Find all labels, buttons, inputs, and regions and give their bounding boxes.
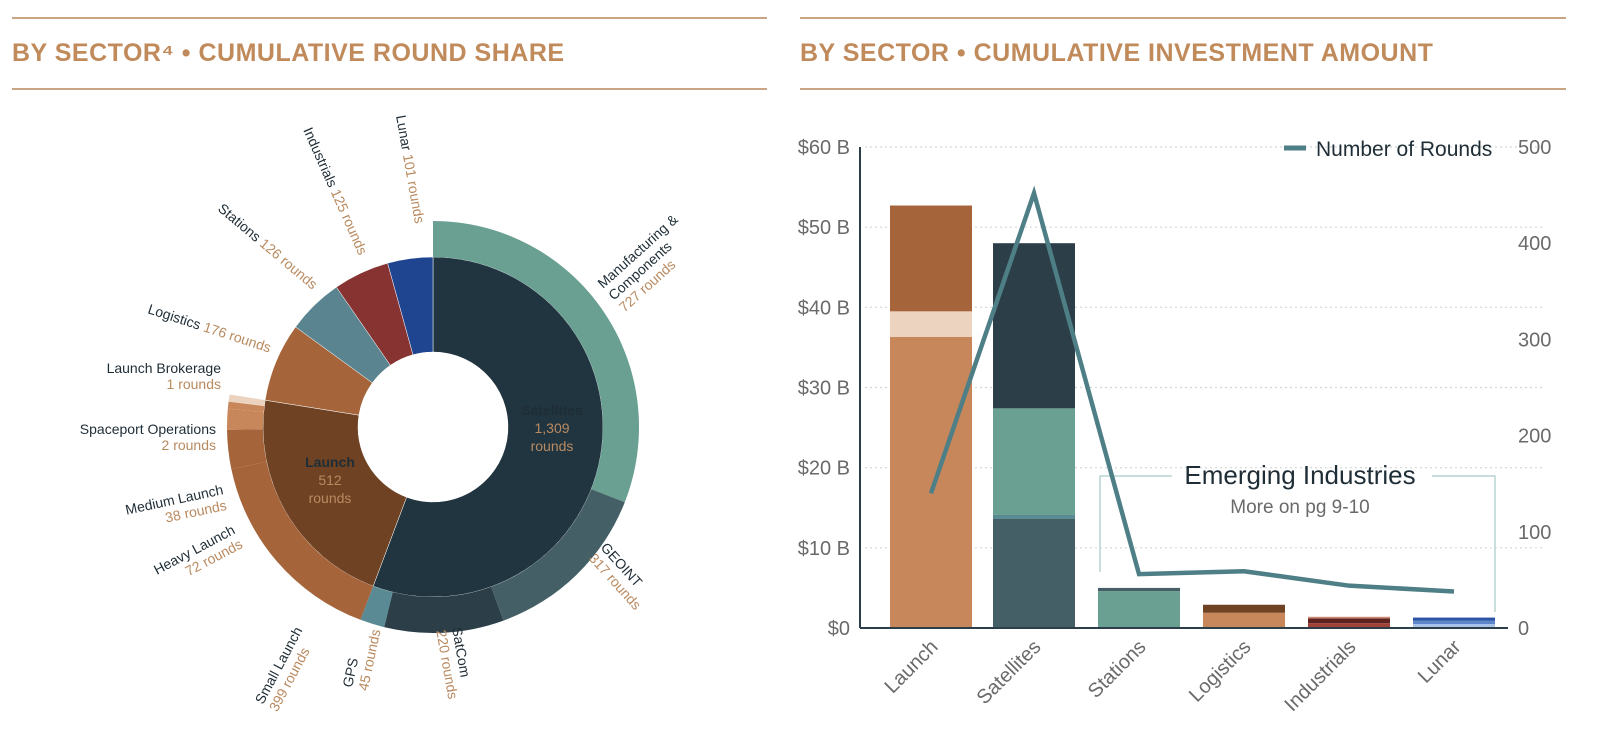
annotation-subtitle: More on pg 9-10 — [1230, 497, 1369, 518]
y-left-tick-label: $10 B — [798, 538, 850, 560]
sunburst-outer-small-launch — [231, 461, 374, 620]
right-section-header: BY SECTOR • CUMULATIVE INVESTMENT AMOUNT — [800, 17, 1566, 90]
x-tick-label: Industrials — [1281, 636, 1361, 716]
bar-segment-launch — [890, 205, 972, 312]
sunburst-outer-medium-launch — [227, 408, 264, 430]
y-right-tick-label: 400 — [1518, 233, 1551, 255]
bar-segment-logistics — [1203, 612, 1285, 628]
satellites-center-label: Satellites 1,309 rounds — [521, 402, 583, 454]
bar-segment-stations — [1098, 591, 1180, 628]
y-right-tick-label: 200 — [1518, 426, 1551, 448]
sunburst-chart: Satellites 1,309 rounds Launch 512 rounds Luna… — [80, 114, 681, 714]
bar-segment-satellites — [993, 514, 1075, 519]
label-name: Launch Brokerage — [107, 360, 222, 376]
y-left-tick-label: $20 B — [798, 458, 850, 480]
x-tick-label: Launch — [881, 636, 943, 698]
bar-segment-satellites — [993, 408, 1075, 515]
bar-segment-industrials — [1308, 618, 1390, 624]
x-tick-label: Stations — [1084, 636, 1151, 703]
bar-segment-stations — [1098, 587, 1180, 592]
launch-center-label: Launch 512 rounds — [305, 454, 355, 506]
label-value: 1,309 — [534, 420, 569, 436]
label-name: GPS — [339, 656, 361, 688]
bar-segment-industrials — [1308, 616, 1390, 619]
y-right-tick-label: 500 — [1518, 137, 1551, 159]
x-tick-label: Logistics — [1185, 636, 1256, 707]
y-right-tick-label: 300 — [1518, 329, 1551, 351]
bar-segment-launch — [890, 311, 972, 337]
bar-segment-launch — [890, 336, 972, 628]
annotation-title: Emerging Industries — [1184, 460, 1415, 490]
x-tick-label: Lunar — [1414, 636, 1466, 688]
legend-label: Number of Rounds — [1316, 138, 1492, 161]
label-value: 1 rounds — [167, 376, 221, 392]
y-left-tick-label: $60 B — [798, 137, 850, 159]
bar-segment-lunar — [1413, 617, 1495, 621]
label-name: Launch — [305, 454, 355, 470]
label-name: Spaceport Operations — [80, 421, 216, 437]
label-value: 2 rounds — [162, 437, 216, 453]
annotation-bracket — [1099, 475, 1496, 612]
y-right-tick-label: 0 — [1518, 618, 1529, 640]
sunburst-outer-geoint — [491, 489, 625, 621]
right-header-title: BY SECTOR • CUMULATIVE INVESTMENT AMOUNT — [800, 39, 1434, 67]
label-name: Lunar — [393, 114, 416, 156]
sunburst-hole — [358, 352, 508, 502]
sunburst-outer-gps — [360, 586, 393, 628]
sunburst-outer-heavy-launch — [227, 429, 267, 470]
label-value: rounds — [309, 490, 352, 506]
bar-segment-industrials — [1308, 623, 1390, 628]
y-left-tick-label: $50 B — [798, 217, 850, 239]
number-of-rounds-line — [928, 185, 1455, 594]
bar-segment-lunar — [1413, 623, 1495, 628]
left-section-header: BY SECTOR⁴ • CUMULATIVE ROUND SHARE — [12, 17, 767, 90]
sunburst-outer-launch-brokerage — [228, 394, 266, 407]
bar-segment-satellites — [993, 243, 1075, 409]
x-tick-label: Satellites — [973, 636, 1046, 709]
y-left-tick-label: $0 — [828, 618, 850, 640]
label-value: rounds — [531, 438, 574, 454]
sunburst-outer-satcom — [384, 586, 504, 633]
y-left-tick-label: $40 B — [798, 297, 850, 319]
bar-segment-satellites — [993, 518, 1075, 628]
label-name: Satellites — [521, 402, 583, 418]
left-header-title: BY SECTOR⁴ • CUMULATIVE ROUND SHARE — [12, 39, 565, 67]
bar-segment-logistics — [1203, 604, 1285, 613]
label-value: 512 — [318, 472, 342, 488]
y-left-tick-label: $30 B — [798, 378, 850, 400]
bar-segment-lunar — [1413, 620, 1495, 624]
sunburst-outer-spaceport-operations — [227, 401, 265, 412]
y-right-tick-label: 100 — [1518, 522, 1551, 544]
sunburst-outer-manufacturing-components — [433, 221, 639, 503]
